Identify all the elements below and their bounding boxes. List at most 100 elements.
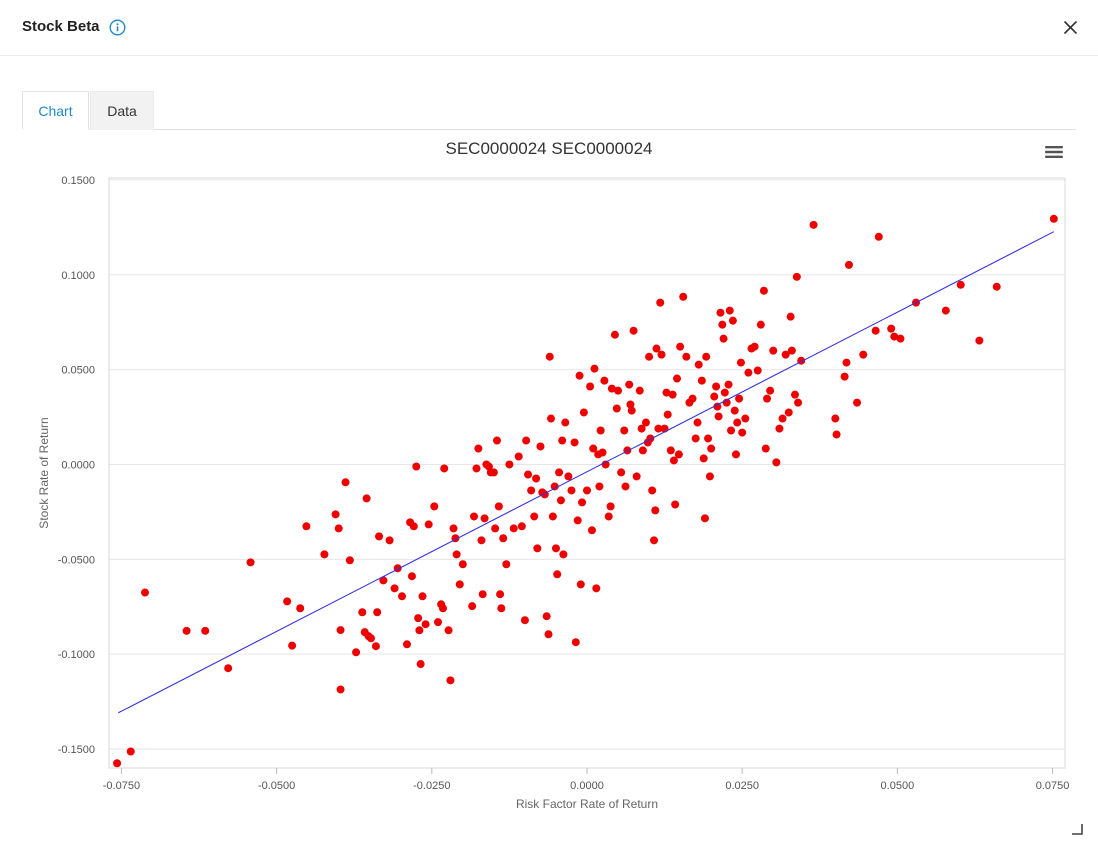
data-point[interactable]: [596, 426, 605, 435]
data-point[interactable]: [499, 534, 508, 543]
data-point[interactable]: [536, 442, 545, 451]
data-point[interactable]: [141, 588, 150, 597]
data-point[interactable]: [756, 320, 765, 329]
data-point[interactable]: [458, 560, 467, 569]
data-point[interactable]: [409, 522, 418, 531]
data-point[interactable]: [693, 418, 702, 427]
data-point[interactable]: [688, 394, 697, 403]
data-point[interactable]: [590, 364, 599, 373]
data-point[interactable]: [438, 604, 447, 613]
data-point[interactable]: [530, 512, 539, 521]
data-point[interactable]: [759, 286, 768, 295]
data-point[interactable]: [586, 382, 595, 391]
data-point[interactable]: [699, 454, 708, 463]
data-point[interactable]: [738, 428, 747, 437]
data-point[interactable]: [489, 468, 498, 477]
data-point[interactable]: [546, 414, 555, 423]
data-point[interactable]: [871, 326, 880, 335]
data-point[interactable]: [288, 641, 297, 650]
data-point[interactable]: [890, 332, 899, 341]
data-point[interactable]: [607, 384, 616, 393]
data-point[interactable]: [761, 444, 770, 453]
data-point[interactable]: [416, 660, 425, 669]
data-point[interactable]: [373, 608, 382, 617]
data-point[interactable]: [787, 346, 796, 355]
data-point[interactable]: [358, 608, 367, 617]
data-point[interactable]: [524, 470, 533, 479]
data-point[interactable]: [663, 410, 672, 419]
data-point[interactable]: [700, 514, 709, 523]
data-point[interactable]: [331, 510, 340, 519]
data-point[interactable]: [579, 408, 588, 417]
data-point[interactable]: [992, 282, 1001, 291]
data-point[interactable]: [887, 324, 896, 333]
data-point[interactable]: [468, 602, 477, 611]
data-point[interactable]: [559, 550, 568, 559]
data-point[interactable]: [629, 326, 638, 335]
data-point[interactable]: [750, 342, 759, 351]
data-point[interactable]: [651, 506, 660, 515]
data-point[interactable]: [366, 634, 375, 643]
data-point[interactable]: [874, 232, 883, 241]
data-point[interactable]: [595, 482, 604, 491]
data-point[interactable]: [707, 444, 716, 453]
data-point[interactable]: [440, 464, 449, 473]
data-point[interactable]: [553, 570, 562, 579]
data-point[interactable]: [775, 424, 784, 433]
data-point[interactable]: [497, 604, 506, 613]
data-point[interactable]: [650, 536, 659, 545]
data-point[interactable]: [558, 436, 567, 445]
data-point[interactable]: [610, 330, 619, 339]
data-point[interactable]: [548, 512, 557, 521]
data-point[interactable]: [345, 556, 354, 565]
data-point[interactable]: [621, 482, 630, 491]
data-point[interactable]: [505, 460, 514, 469]
data-point[interactable]: [625, 380, 634, 389]
data-point[interactable]: [635, 386, 644, 395]
data-point[interactable]: [583, 486, 591, 495]
data-point[interactable]: [662, 388, 671, 397]
data-point[interactable]: [713, 402, 722, 411]
data-point[interactable]: [702, 352, 711, 361]
data-point[interactable]: [224, 664, 233, 673]
data-point[interactable]: [390, 584, 399, 593]
data-point[interactable]: [555, 468, 564, 477]
data-point[interactable]: [614, 386, 623, 395]
data-point[interactable]: [786, 312, 795, 321]
data-point[interactable]: [733, 418, 742, 427]
data-point[interactable]: [533, 544, 542, 553]
data-point[interactable]: [792, 272, 801, 281]
data-point[interactable]: [668, 390, 677, 399]
data-point[interactable]: [604, 512, 613, 521]
data-point[interactable]: [430, 502, 439, 511]
resize-handle-icon[interactable]: [1071, 823, 1083, 835]
data-point[interactable]: [246, 558, 255, 567]
data-point[interactable]: [853, 398, 862, 407]
data-point[interactable]: [606, 502, 615, 511]
data-point[interactable]: [542, 612, 551, 621]
data-point[interactable]: [532, 474, 541, 483]
data-point[interactable]: [626, 400, 635, 409]
data-point[interactable]: [415, 626, 424, 635]
data-point[interactable]: [601, 460, 610, 469]
data-point[interactable]: [362, 494, 371, 503]
data-point[interactable]: [126, 747, 135, 756]
data-point[interactable]: [598, 448, 607, 457]
data-point[interactable]: [673, 374, 682, 383]
data-point[interactable]: [645, 352, 654, 361]
data-point[interactable]: [514, 452, 523, 461]
data-point[interactable]: [652, 344, 661, 353]
data-point[interactable]: [718, 320, 727, 329]
data-point[interactable]: [727, 426, 736, 435]
data-point[interactable]: [452, 550, 461, 559]
data-point[interactable]: [522, 436, 531, 445]
chart-menu-icon[interactable]: [1045, 145, 1063, 159]
data-point[interactable]: [398, 592, 407, 601]
data-point[interactable]: [576, 580, 585, 589]
data-point[interactable]: [1049, 214, 1058, 223]
tab-chart[interactable]: Chart: [22, 91, 89, 130]
data-point[interactable]: [831, 414, 840, 423]
data-point[interactable]: [956, 280, 965, 289]
data-point[interactable]: [578, 498, 587, 507]
data-point[interactable]: [648, 486, 657, 495]
